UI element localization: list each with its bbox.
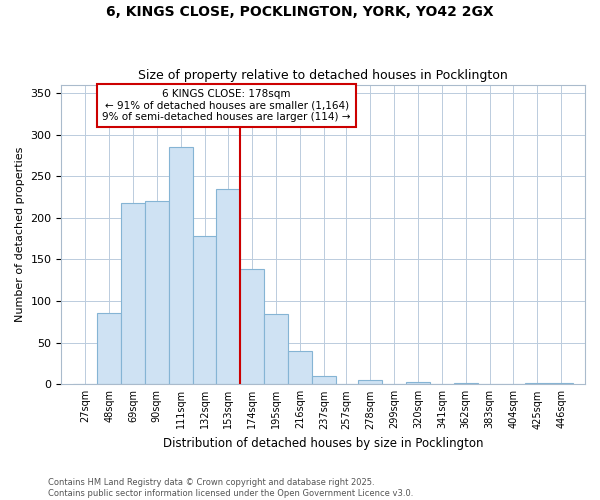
Text: Contains HM Land Registry data © Crown copyright and database right 2025.
Contai: Contains HM Land Registry data © Crown c… xyxy=(48,478,413,498)
Bar xyxy=(217,188,240,384)
Bar xyxy=(169,147,193,384)
Bar xyxy=(358,380,382,384)
Bar xyxy=(288,351,312,384)
Bar xyxy=(240,270,264,384)
X-axis label: Distribution of detached houses by size in Pocklington: Distribution of detached houses by size … xyxy=(163,437,484,450)
Bar xyxy=(121,203,145,384)
Bar xyxy=(312,376,335,384)
Bar xyxy=(406,382,430,384)
Bar xyxy=(145,201,169,384)
Text: 6 KINGS CLOSE: 178sqm
← 91% of detached houses are smaller (1,164)
9% of semi-de: 6 KINGS CLOSE: 178sqm ← 91% of detached … xyxy=(103,88,351,122)
Title: Size of property relative to detached houses in Pocklington: Size of property relative to detached ho… xyxy=(139,69,508,82)
Y-axis label: Number of detached properties: Number of detached properties xyxy=(15,146,25,322)
Bar xyxy=(454,382,478,384)
Text: 6, KINGS CLOSE, POCKLINGTON, YORK, YO42 2GX: 6, KINGS CLOSE, POCKLINGTON, YORK, YO42 … xyxy=(106,5,494,19)
Bar xyxy=(97,312,121,384)
Bar xyxy=(264,314,288,384)
Bar xyxy=(193,236,217,384)
